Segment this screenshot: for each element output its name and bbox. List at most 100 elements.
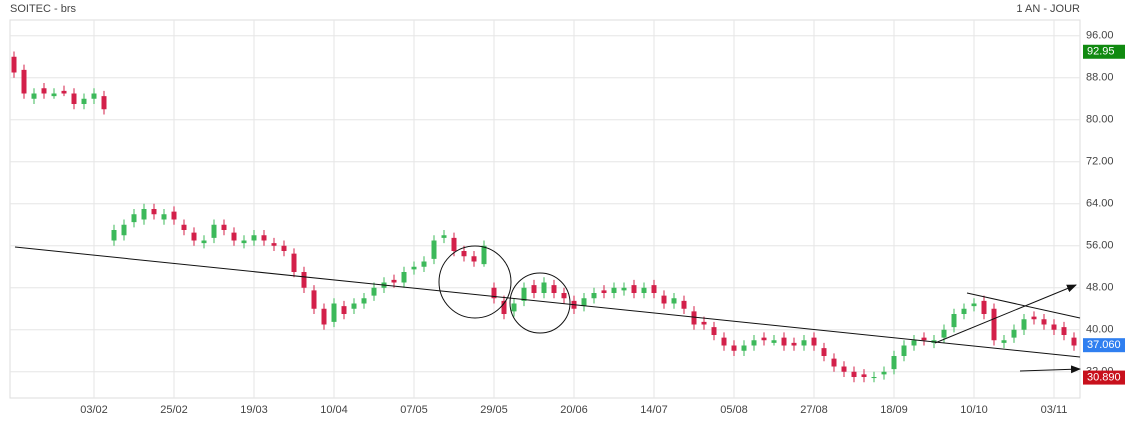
price-tag-label: 37.060 <box>1087 339 1121 351</box>
candle-body <box>221 224 227 230</box>
candle-body <box>741 345 747 351</box>
candle-body <box>341 306 347 314</box>
x-tick-label: 19/03 <box>240 404 268 416</box>
candle-body <box>861 374 867 377</box>
candle-body <box>271 243 277 246</box>
y-tick-label: 80.00 <box>1086 114 1114 126</box>
x-tick-label: 10/10 <box>960 404 988 416</box>
candle-body <box>181 224 187 230</box>
candle-body <box>411 266 417 270</box>
candle-body <box>701 321 707 325</box>
x-tick-label: 03/11 <box>1041 404 1068 416</box>
candle-body <box>721 337 727 346</box>
candle-body <box>441 235 447 238</box>
candle-body <box>261 235 267 241</box>
x-tick-label: 07/05 <box>400 404 428 416</box>
candle-body <box>391 279 397 283</box>
circle-annotation <box>509 272 571 334</box>
candle-body <box>501 300 507 314</box>
candle-body <box>11 56 17 73</box>
y-tick-label: 56.00 <box>1086 240 1114 252</box>
candle-body <box>671 298 677 304</box>
candle-body <box>841 366 847 372</box>
candle-body <box>731 345 737 351</box>
candle-body <box>231 232 237 241</box>
circle-annotation <box>438 245 512 319</box>
candle-body <box>81 98 87 104</box>
price-tag <box>1083 370 1125 385</box>
candle-body <box>601 290 607 293</box>
candle-body <box>461 251 467 257</box>
candle-body <box>291 253 297 272</box>
y-tick-label: 72.00 <box>1086 156 1114 168</box>
candle-body <box>331 303 337 322</box>
candle-body <box>581 298 587 307</box>
candle-body <box>511 303 517 312</box>
price-tag-label: 92.95 <box>1087 46 1115 58</box>
candle-body <box>621 287 627 291</box>
candle-body <box>1021 319 1027 330</box>
candle-body <box>51 93 57 97</box>
candle-body <box>111 230 117 241</box>
candle-body <box>241 240 247 244</box>
candle-body <box>431 240 437 259</box>
x-tick-label: 20/06 <box>560 404 588 416</box>
y-tick-label: 64.00 <box>1086 198 1114 210</box>
candle-body <box>811 337 817 346</box>
candle-body <box>1031 316 1037 320</box>
y-tick-label: 40.00 <box>1086 324 1114 336</box>
candle-body <box>981 300 987 314</box>
candle-body <box>591 293 597 299</box>
candle-body <box>1051 324 1057 330</box>
x-tick-label: 05/08 <box>720 404 748 416</box>
candle-body <box>191 232 197 241</box>
x-tick-label: 25/02 <box>160 404 188 416</box>
candle-body <box>1011 329 1017 338</box>
annotations <box>14 245 1081 374</box>
candle-body <box>641 287 647 293</box>
candle-body <box>421 261 427 267</box>
candle-body <box>991 308 997 341</box>
x-tick-label: 14/07 <box>640 404 668 416</box>
candle-body <box>971 303 977 307</box>
candle-body <box>551 285 557 293</box>
candle-body <box>201 240 207 244</box>
candle-body <box>281 245 287 251</box>
candle-body <box>131 214 137 223</box>
candle-body <box>121 224 127 236</box>
candle-body <box>1061 327 1067 335</box>
arrow <box>934 284 1077 344</box>
candle-body <box>521 287 527 301</box>
candle-body <box>31 93 37 99</box>
candle-body <box>1071 337 1077 346</box>
candle-body <box>171 211 177 220</box>
candle-body <box>681 300 687 309</box>
candle-body <box>831 358 837 367</box>
candle-body <box>301 272 307 288</box>
x-tick-label: 27/08 <box>800 404 828 416</box>
candle-body <box>1041 319 1047 325</box>
candle-body <box>251 235 257 241</box>
candle-body <box>631 285 637 293</box>
candle-body <box>371 287 377 296</box>
candle-body <box>541 282 547 293</box>
arrow <box>1019 365 1081 374</box>
candle-body <box>821 348 827 356</box>
candle-body <box>911 340 917 346</box>
candle-body <box>561 293 567 299</box>
x-tick-label: 29/05 <box>480 404 508 416</box>
candle-body <box>41 88 47 94</box>
candle-body <box>71 93 77 104</box>
candle-body <box>711 327 717 335</box>
candle-body <box>161 214 167 220</box>
candle-body <box>871 377 877 379</box>
candle-body <box>311 290 317 309</box>
x-tick-label: 03/02 <box>80 404 108 416</box>
candle-body <box>801 340 807 346</box>
x-tick-label: 18/09 <box>880 404 908 416</box>
x-tick-label: 10/04 <box>320 404 348 416</box>
candle-body <box>751 340 757 346</box>
candle-body <box>881 371 887 375</box>
candle-body <box>791 342 797 346</box>
